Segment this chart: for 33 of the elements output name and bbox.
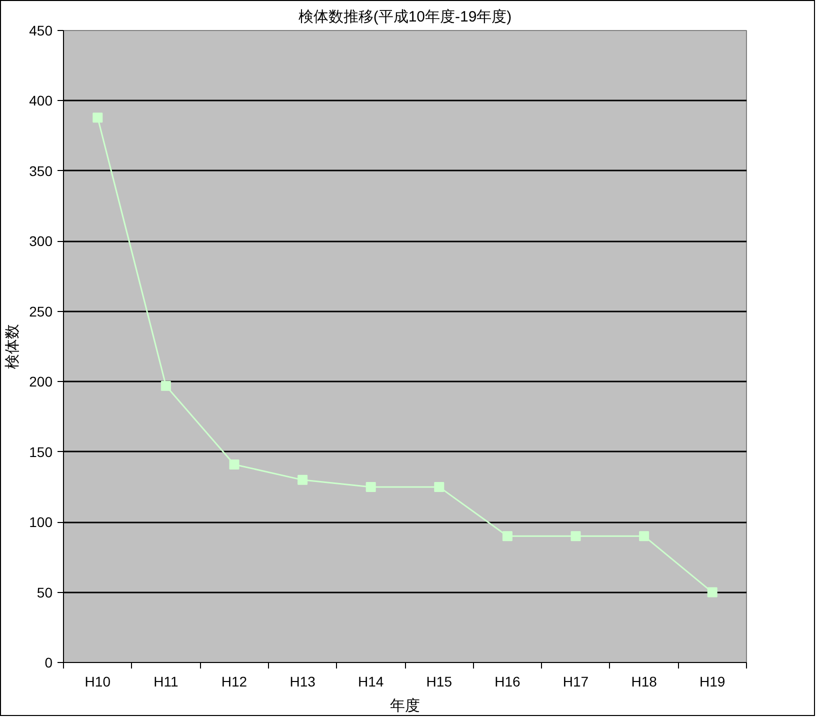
point xyxy=(570,531,581,542)
point xyxy=(366,482,376,492)
y-tick-label: 0 xyxy=(44,654,53,670)
y-tick-label: 150 xyxy=(29,444,53,460)
x-tick-label: H12 xyxy=(221,674,248,690)
y-tick-label: 100 xyxy=(29,514,53,530)
x-tick-label: H11 xyxy=(154,674,178,690)
point xyxy=(707,587,718,598)
y-tick-label: 250 xyxy=(29,303,53,320)
point xyxy=(298,474,308,485)
x-tick-label: H14 xyxy=(358,674,384,690)
y-tick-label: 350 xyxy=(29,162,53,179)
x-tick-label: H18 xyxy=(631,674,658,690)
point xyxy=(502,531,512,542)
x-tick-label: H13 xyxy=(290,674,316,690)
x-tick-label: H16 xyxy=(494,674,521,690)
y-tick-label: 450 xyxy=(29,22,53,38)
point xyxy=(160,380,171,391)
chart-title: 検体数推移(平成10年度-19年度) xyxy=(298,8,512,26)
point xyxy=(92,112,103,123)
y-tick-label: 300 xyxy=(29,233,53,250)
point xyxy=(229,459,240,470)
x-tick-label: H19 xyxy=(700,674,726,690)
x-tick-label: H10 xyxy=(84,674,111,690)
y-tick-label: 50 xyxy=(36,584,53,600)
x-tick-label: H15 xyxy=(426,674,452,690)
point xyxy=(639,531,650,542)
y-axis-title: 検体数 xyxy=(4,324,22,369)
x-tick-label: H17 xyxy=(562,674,589,690)
y-tick-label: 200 xyxy=(29,374,53,390)
x-axis-title: 年度 xyxy=(390,698,420,714)
point xyxy=(434,482,444,492)
y-tick-label: 400 xyxy=(29,92,53,109)
